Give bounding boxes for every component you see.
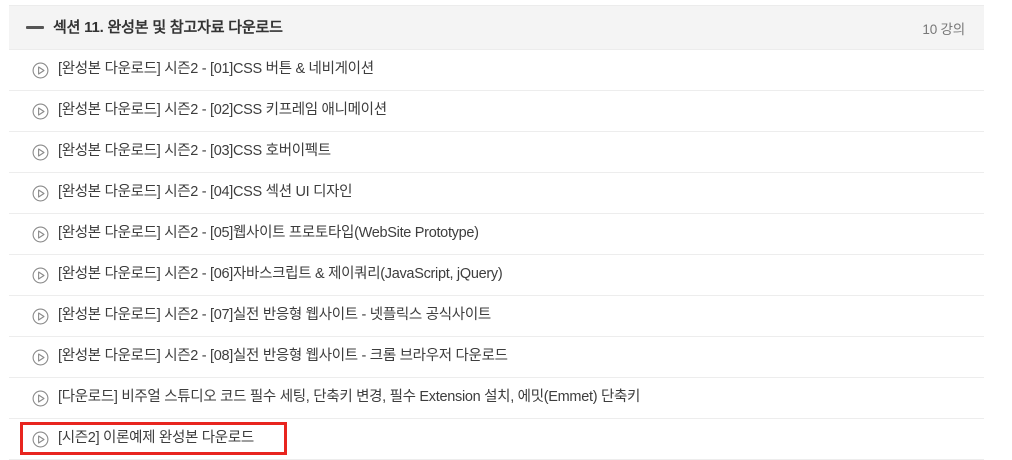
lecture-title: [완성본 다운로드] 시즌2 - [03]CSS 호버이펙트 (58, 143, 331, 160)
lecture-title: [완성본 다운로드] 시즌2 - [06]자바스크립트 & 제이쿼리(JavaS… (58, 266, 503, 283)
lecture-row-5[interactable]: [완성본 다운로드] 시즌2 - [05]웹사이트 프로토타입(WebSite … (9, 214, 984, 255)
section-header-toggle[interactable]: 섹션 11. 완성본 및 참고자료 다운로드 10 강의 (9, 5, 984, 50)
lecture-row-6[interactable]: [완성본 다운로드] 시즌2 - [06]자바스크립트 & 제이쿼리(JavaS… (9, 255, 984, 296)
section-lecture-count: 10 강의 (922, 21, 965, 37)
section-title: 섹션 11. 완성본 및 참고자료 다운로드 (53, 19, 283, 36)
lecture-title: [시즌2] 이론예제 완성본 다운로드 (58, 430, 254, 447)
play-circle-icon[interactable] (22, 214, 58, 255)
play-circle-icon[interactable] (22, 132, 58, 173)
play-circle-icon[interactable] (22, 173, 58, 214)
lecture-row-3[interactable]: [완성본 다운로드] 시즌2 - [03]CSS 호버이펙트 (9, 132, 984, 173)
play-circle-icon[interactable] (22, 378, 58, 419)
lecture-title: [완성본 다운로드] 시즌2 - [05]웹사이트 프로토타입(WebSite … (58, 225, 479, 242)
play-circle-icon[interactable] (22, 50, 58, 91)
lecture-row-10[interactable]: [시즌2] 이론예제 완성본 다운로드 (9, 419, 984, 460)
lecture-row-1[interactable]: [완성본 다운로드] 시즌2 - [01]CSS 버튼 & 네비게이션 (9, 50, 984, 91)
lecture-row-7[interactable]: [완성본 다운로드] 시즌2 - [07]실전 반응형 웹사이트 - 넷플릭스 … (9, 296, 984, 337)
play-circle-icon[interactable] (22, 419, 58, 460)
minus-icon-bar (26, 26, 44, 29)
lecture-title: [완성본 다운로드] 시즌2 - [07]실전 반응형 웹사이트 - 넷플릭스 … (58, 307, 491, 324)
lecture-row-4[interactable]: [완성본 다운로드] 시즌2 - [04]CSS 섹션 UI 디자인 (9, 173, 984, 214)
play-circle-icon[interactable] (22, 91, 58, 132)
play-circle-icon[interactable] (22, 337, 58, 378)
play-circle-icon[interactable] (22, 296, 58, 337)
lecture-title: [완성본 다운로드] 시즌2 - [02]CSS 키프레임 애니메이션 (58, 102, 387, 119)
lecture-title: [다운로드] 비주얼 스튜디오 코드 필수 세팅, 단축키 변경, 필수 Ext… (58, 389, 641, 406)
lecture-row-8[interactable]: [완성본 다운로드] 시즌2 - [08]실전 반응형 웹사이트 - 크롬 브라… (9, 337, 984, 378)
minus-icon[interactable] (17, 6, 53, 49)
lecture-title: [완성본 다운로드] 시즌2 - [01]CSS 버튼 & 네비게이션 (58, 61, 374, 78)
lecture-row-2[interactable]: [완성본 다운로드] 시즌2 - [02]CSS 키프레임 애니메이션 (9, 91, 984, 132)
lecture-title: [완성본 다운로드] 시즌2 - [08]실전 반응형 웹사이트 - 크롬 브라… (58, 348, 508, 365)
lecture-row-9[interactable]: [다운로드] 비주얼 스튜디오 코드 필수 세팅, 단축키 변경, 필수 Ext… (9, 378, 984, 419)
lecture-list: [완성본 다운로드] 시즌2 - [01]CSS 버튼 & 네비게이션 [완성본… (9, 50, 984, 460)
lecture-title: [완성본 다운로드] 시즌2 - [04]CSS 섹션 UI 디자인 (58, 184, 353, 201)
play-circle-icon[interactable] (22, 255, 58, 296)
